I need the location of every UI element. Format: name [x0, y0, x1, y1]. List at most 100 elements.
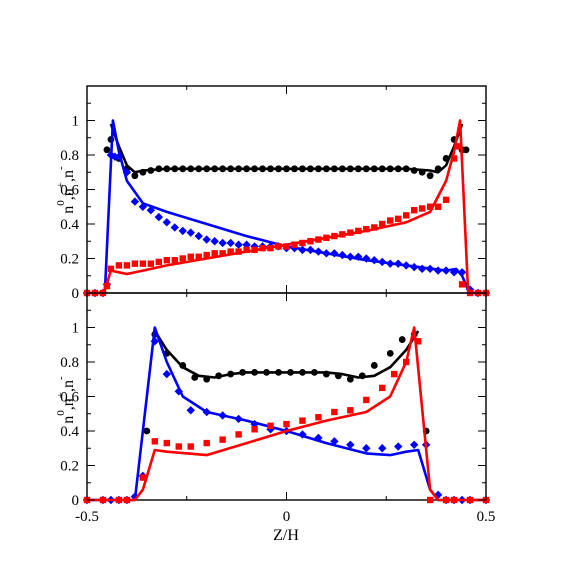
- bottom-series-5-point: [203, 439, 210, 447]
- bottom-series-5-point: [363, 396, 370, 404]
- bottom-series-3-point: [314, 433, 323, 443]
- bottom-xtick-label: 0.5: [477, 509, 496, 525]
- bottom-series-1-point: [386, 349, 394, 357]
- top-series-1-point: [227, 165, 235, 173]
- top-ylabel-sup-2: -: [55, 166, 67, 170]
- bottom-series-3-point: [202, 407, 211, 417]
- bottom-series-1-point: [179, 362, 187, 369]
- top-series-5-point: [458, 281, 466, 288]
- bottom-series-1-point: [263, 368, 270, 376]
- top-series-5-point: [315, 236, 322, 243]
- bottom-series-1-point: [358, 372, 366, 380]
- bottom-series-1-point: [239, 368, 247, 376]
- top-ylabel-base-1: ,n: [60, 188, 77, 200]
- top-series-3-point: [417, 264, 427, 274]
- top-series-3-point: [386, 259, 395, 268]
- bottom-series-1-point: [299, 368, 306, 376]
- top-series-1-point: [462, 146, 470, 154]
- top-series-3-point: [146, 206, 156, 215]
- top-series-3-point: [370, 256, 379, 265]
- bottom-series-5-point: [379, 384, 386, 392]
- top-series-3-point: [106, 150, 116, 160]
- bottom-series-5-point: [466, 496, 474, 504]
- bottom-series-1-point: [346, 375, 354, 383]
- bottom-series-5-point: [315, 414, 322, 421]
- bottom-series-1-point: [203, 375, 211, 383]
- top-series-1-point: [179, 165, 187, 173]
- top-series-3-point: [162, 218, 171, 227]
- bottom-series-5-point: [251, 426, 258, 433]
- top-series-3-point: [210, 237, 219, 246]
- top-ytick-label: 1: [72, 114, 80, 130]
- bottom-series-5-point: [175, 443, 182, 450]
- top-series-1-point: [131, 172, 139, 180]
- top-series-3-point: [234, 240, 243, 249]
- bottom-series-5-point: [187, 443, 194, 450]
- top-plot-area: [82, 119, 491, 298]
- top-series-5-point: [387, 217, 394, 224]
- top-series-5-point: [267, 244, 274, 252]
- top-series-5-point: [418, 205, 426, 212]
- top-series-1-point: [346, 165, 354, 173]
- top-series-5-point: [371, 224, 378, 231]
- top-series-1-point: [410, 167, 418, 174]
- top-series-5-point: [115, 262, 123, 269]
- bottom-ylabel-sup-2: -: [55, 376, 67, 380]
- top-series-1-point: [394, 165, 402, 173]
- bottom-ytick-label: 0: [72, 493, 80, 509]
- top-series-3-point: [425, 264, 435, 274]
- top-series-1-point: [195, 165, 203, 173]
- top-series-1-point: [330, 165, 338, 173]
- top-series-1-point: [402, 165, 410, 173]
- top-series-3-point: [202, 235, 211, 244]
- bottom-series-3-point: [150, 337, 160, 346]
- top-series-1-point: [139, 168, 147, 176]
- top-series-3-point: [346, 252, 355, 261]
- bottom-panel: 00.20.40.60.81-0.5 0 0.5 n0,n+,n- Z/H: [55, 292, 495, 544]
- top-series-5-point: [195, 253, 202, 260]
- bottom-series-5-point: [347, 407, 354, 414]
- bottom-series-5-point: [163, 439, 170, 447]
- top-series-3-point: [186, 228, 195, 237]
- top-series-5-point: [347, 229, 354, 236]
- top-ytick-label: 0.8: [60, 148, 79, 164]
- top-series-5-point: [454, 143, 462, 150]
- top-series-5-point: [323, 234, 330, 241]
- bottom-series-3-point: [394, 442, 403, 451]
- bottom-series-3-point: [409, 440, 419, 449]
- bottom-series-3-point: [174, 387, 183, 396]
- bottom-series-1-point: [143, 427, 151, 435]
- bottom-series-5-point: [442, 496, 450, 504]
- top-ytick-label: 0.4: [60, 217, 79, 233]
- top-series-5-point: [379, 220, 386, 228]
- bottom-series-3-point: [234, 414, 243, 424]
- top-series-5-point: [450, 155, 458, 162]
- top-series-1-point: [386, 165, 394, 173]
- top-ylabel-base-0: n: [60, 206, 77, 214]
- top-series-3-point: [330, 249, 339, 258]
- top-series-3-point: [394, 259, 403, 268]
- top-ylabel-sup-0: 0: [55, 200, 67, 206]
- top-series-5-point: [275, 243, 282, 250]
- bottom-series-5-point: [235, 431, 242, 438]
- top-series-1-point: [155, 165, 163, 173]
- top-series-5-point: [307, 238, 314, 245]
- top-series-5-point: [426, 203, 434, 210]
- top-series-5-point: [363, 225, 370, 233]
- top-series-3-point: [378, 257, 387, 267]
- top-series-1-point: [235, 165, 243, 173]
- top-series-3-point: [170, 223, 179, 232]
- bottom-series-1-point: [191, 374, 199, 381]
- bottom-series-1-point: [323, 370, 330, 378]
- top-series-5-point: [331, 232, 338, 240]
- top-series-1-point: [354, 165, 362, 173]
- bottom-series-5-point: [151, 438, 159, 445]
- top-ytick-label: 0.6: [60, 183, 79, 199]
- top-series-3-point: [298, 245, 307, 255]
- bottom-axes: 00.20.40.60.81-0.5 0 0.5: [60, 293, 495, 525]
- top-series-1-point: [378, 165, 386, 173]
- top-series-1-point: [418, 168, 426, 176]
- bottom-series-5-point: [414, 338, 422, 345]
- top-series-5-point: [219, 250, 226, 257]
- top-series-3-point: [354, 252, 363, 261]
